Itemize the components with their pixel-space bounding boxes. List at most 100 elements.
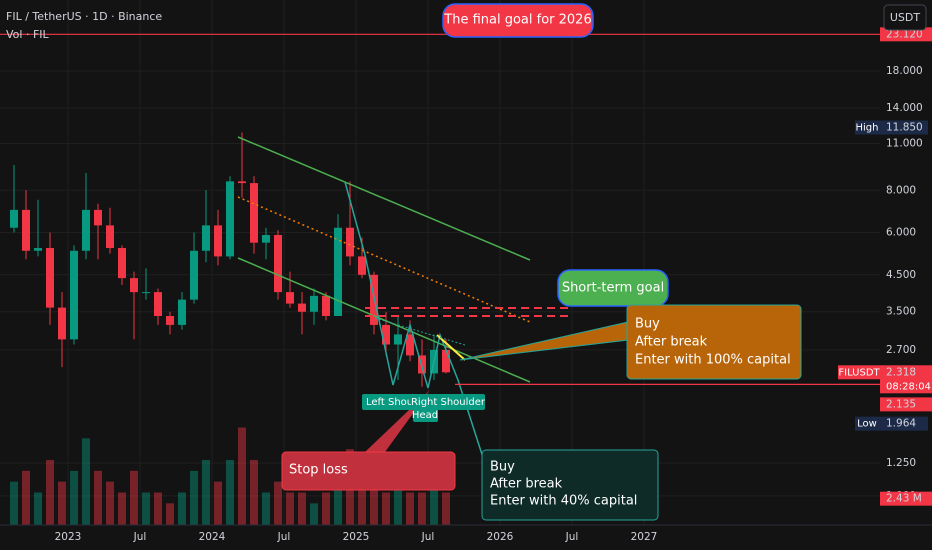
volume-bar (214, 481, 222, 525)
candle-body (82, 209, 90, 251)
volume-bar (154, 492, 162, 525)
volume-bar (250, 460, 258, 525)
callout-text: After break (635, 335, 708, 350)
candle-body (274, 235, 282, 293)
callout-text: Buy (635, 317, 660, 332)
candle-body (238, 181, 246, 184)
candle-body (286, 292, 294, 304)
candle-body (346, 227, 354, 257)
volume-bar (286, 492, 294, 525)
volume-bar (130, 470, 138, 525)
x-tick-label: 2024 (199, 531, 226, 543)
callout-text: Stop loss (289, 463, 348, 478)
currency[interactable]: USDT (890, 11, 921, 24)
volume-bar (166, 503, 174, 525)
candle-body (334, 227, 342, 317)
candle-body (118, 248, 126, 279)
marker-value: 1.964 (886, 418, 916, 430)
marker-value-box (880, 416, 928, 431)
y-tick-label: 4.500 (886, 269, 916, 281)
y-tick-label: 11.000 (886, 137, 923, 149)
trend-line (237, 136, 531, 261)
callout-text: After break (490, 477, 563, 492)
volume-bar (142, 492, 150, 525)
callout-text: Buy (490, 460, 515, 475)
y-tick-label: 18.000 (886, 65, 923, 77)
candle-body (10, 209, 18, 228)
price-label: 2.135 (886, 398, 916, 410)
price-label-box (880, 27, 932, 42)
marker-label: High (856, 123, 879, 134)
volume-bar (406, 492, 414, 525)
y-tick-label: 6.000 (886, 227, 916, 239)
candle-body (190, 250, 198, 300)
volume-bar (298, 492, 306, 525)
pattern-label (413, 407, 438, 422)
callout (281, 451, 456, 491)
callout (626, 304, 802, 380)
callout-text: Short-term goal (562, 281, 664, 296)
pattern-label-text: Right Shoulder (411, 397, 486, 408)
candle-body (382, 324, 390, 345)
marker-value: 11.850 (886, 122, 923, 134)
price-axis (880, 0, 932, 525)
volume-bar (262, 492, 270, 525)
candle-body (166, 316, 174, 325)
candle-body (262, 235, 270, 243)
volume-bar (70, 470, 78, 525)
candle-body (34, 248, 42, 251)
candle-body (226, 181, 234, 257)
neckline (436, 334, 466, 361)
x-tick-label: Jul (421, 531, 435, 543)
marker-box (855, 120, 880, 135)
y-tick-label: 2.700 (886, 344, 916, 356)
y-tick-label: 1.250 (886, 457, 916, 469)
last-symbol: FILUSDT (838, 367, 880, 378)
candle-body (358, 256, 366, 275)
volume-bar (418, 492, 426, 525)
price-lines (0, 33, 880, 385)
volume-bar (382, 492, 390, 525)
volume-bar (442, 492, 450, 525)
candle-body (154, 292, 162, 317)
volume-bar (238, 427, 246, 525)
x-tick-label: Jul (565, 531, 579, 543)
pattern-label-text: Left Shoulder (366, 397, 433, 408)
volume-bar (82, 438, 90, 525)
marker-value-box (880, 120, 928, 135)
last-price: 2.318 (886, 366, 916, 378)
y-tick-label: 14.000 (886, 102, 923, 114)
price-label: 23.120 (886, 28, 923, 40)
x-tick-label: Jul (277, 531, 291, 543)
pattern-label-text: Head (412, 410, 438, 421)
y-tick-label: 3.500 (886, 306, 916, 318)
countdown: 08:28:04 (886, 381, 931, 392)
candle-body (142, 292, 150, 294)
pattern-label (411, 394, 485, 410)
candle-body (130, 278, 138, 293)
last-price-box (880, 365, 932, 394)
candle-body (70, 250, 78, 340)
last-symbol-box (838, 365, 880, 380)
candle-body (214, 225, 222, 257)
currency-button[interactable] (883, 4, 927, 31)
x-tick-label: 2027 (631, 531, 658, 543)
callout (442, 3, 594, 38)
trend-line (237, 257, 531, 383)
volume-bar (118, 492, 126, 525)
y-tick-label: 8.000 (886, 184, 916, 196)
price-label-box (880, 397, 932, 412)
volume-bar (274, 481, 282, 525)
candle-body (46, 248, 54, 308)
candle-body (58, 307, 66, 340)
volume-label-box (880, 491, 932, 506)
volume-bar (106, 481, 114, 525)
candle-body (322, 295, 330, 317)
volume-bar (34, 492, 42, 525)
x-tick-label: 2025 (343, 531, 370, 543)
volume-bar (22, 470, 30, 525)
pattern-path (344, 181, 488, 471)
x-tick-label: Jul (133, 531, 147, 543)
volume-bar (10, 481, 18, 525)
